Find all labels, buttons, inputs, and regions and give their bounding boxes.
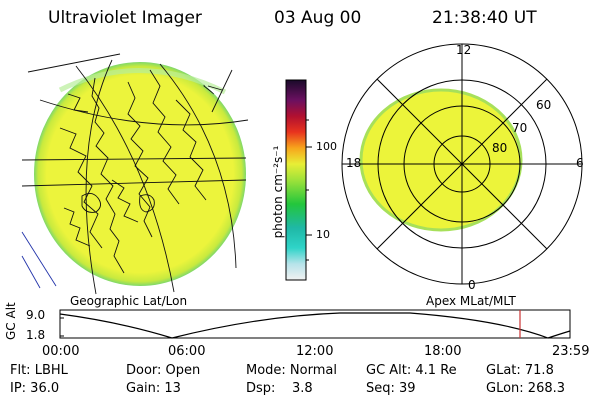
seq-label: Seq: 39	[366, 381, 416, 396]
altitude-ylabel: GC Alt	[4, 302, 18, 340]
border-lines	[21, 231, 57, 289]
glon-label: GLon: 268.3	[486, 381, 566, 396]
left-panel-caption: Geographic Lat/Lon	[70, 294, 188, 308]
earth-disk-aurora	[34, 62, 246, 286]
door-label: Door: Open	[126, 363, 201, 378]
mlt-label-18: 18	[346, 156, 362, 170]
app-title: Ultraviolet Imager	[48, 8, 202, 28]
auroral-oval	[361, 90, 521, 230]
info-row-1: Flt: LBHL Door: Open Mode: Normal GC Alt…	[0, 363, 600, 379]
altitude-ytick-top: 9.0	[26, 308, 46, 322]
altitude-plot	[59, 309, 571, 339]
colorbar-unit-label: photon cm⁻²s⁻¹	[271, 145, 285, 239]
time-label: 21:38:40 UT	[432, 8, 537, 28]
mlt-label-6: 6	[576, 156, 584, 170]
glat-label: GLat: 71.8	[486, 363, 554, 378]
altitude-xtick-1200: 12:00	[296, 344, 334, 359]
dsp-label: Dsp: 3.8	[246, 381, 313, 396]
colorbar-tick-100: 100	[316, 140, 337, 153]
gc-alt-label: GC Alt: 4.1 Re	[366, 363, 457, 378]
filter-label: Flt: LBHL	[10, 363, 68, 378]
mlt-label-0: 0	[468, 278, 476, 292]
lat-lon-grid	[21, 53, 249, 295]
altitude-xtick-1800: 18:00	[424, 344, 462, 359]
altitude-xtick-0000: 00:00	[42, 344, 80, 359]
date-label: 03 Aug 00	[274, 8, 362, 28]
mlat-label-70: 70	[512, 121, 528, 135]
gain-label: Gain: 13	[126, 381, 181, 396]
mode-label: Mode: Normal	[246, 363, 337, 378]
info-row-2: IP: 36.0 Gain: 13 Dsp: 3.8 Seq: 39 GLon:…	[0, 381, 600, 397]
altitude-xtick-2359: 23:59	[552, 344, 590, 359]
ip-label: IP: 36.0	[10, 381, 60, 396]
mlat-label-60: 60	[536, 98, 552, 112]
mlt-label-12: 12	[456, 43, 472, 57]
colorbar	[285, 79, 312, 281]
colorbar-tick-10: 10	[316, 228, 330, 241]
right-panel-caption: Apex MLat/MLT	[426, 294, 516, 308]
polar-mlat-mlt-panel	[341, 43, 583, 285]
altitude-ytick-bottom: 1.8	[26, 328, 46, 342]
geographic-map-panel	[21, 53, 249, 295]
mlat-label-80: 80	[492, 141, 508, 155]
altitude-xtick-0600: 06:00	[168, 344, 206, 359]
